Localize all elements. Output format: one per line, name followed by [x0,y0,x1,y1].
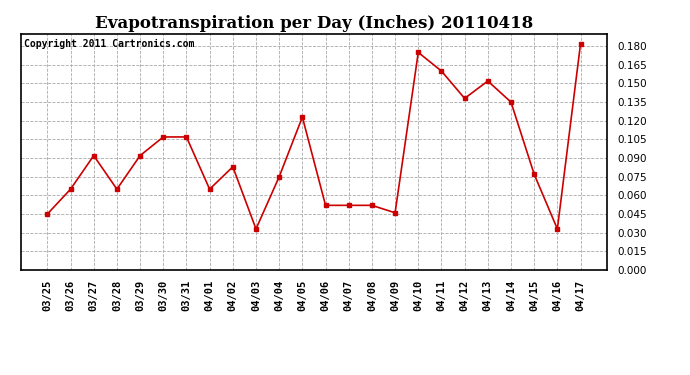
Text: Copyright 2011 Cartronics.com: Copyright 2011 Cartronics.com [23,39,194,48]
Title: Evapotranspiration per Day (Inches) 20110418: Evapotranspiration per Day (Inches) 2011… [95,15,533,32]
